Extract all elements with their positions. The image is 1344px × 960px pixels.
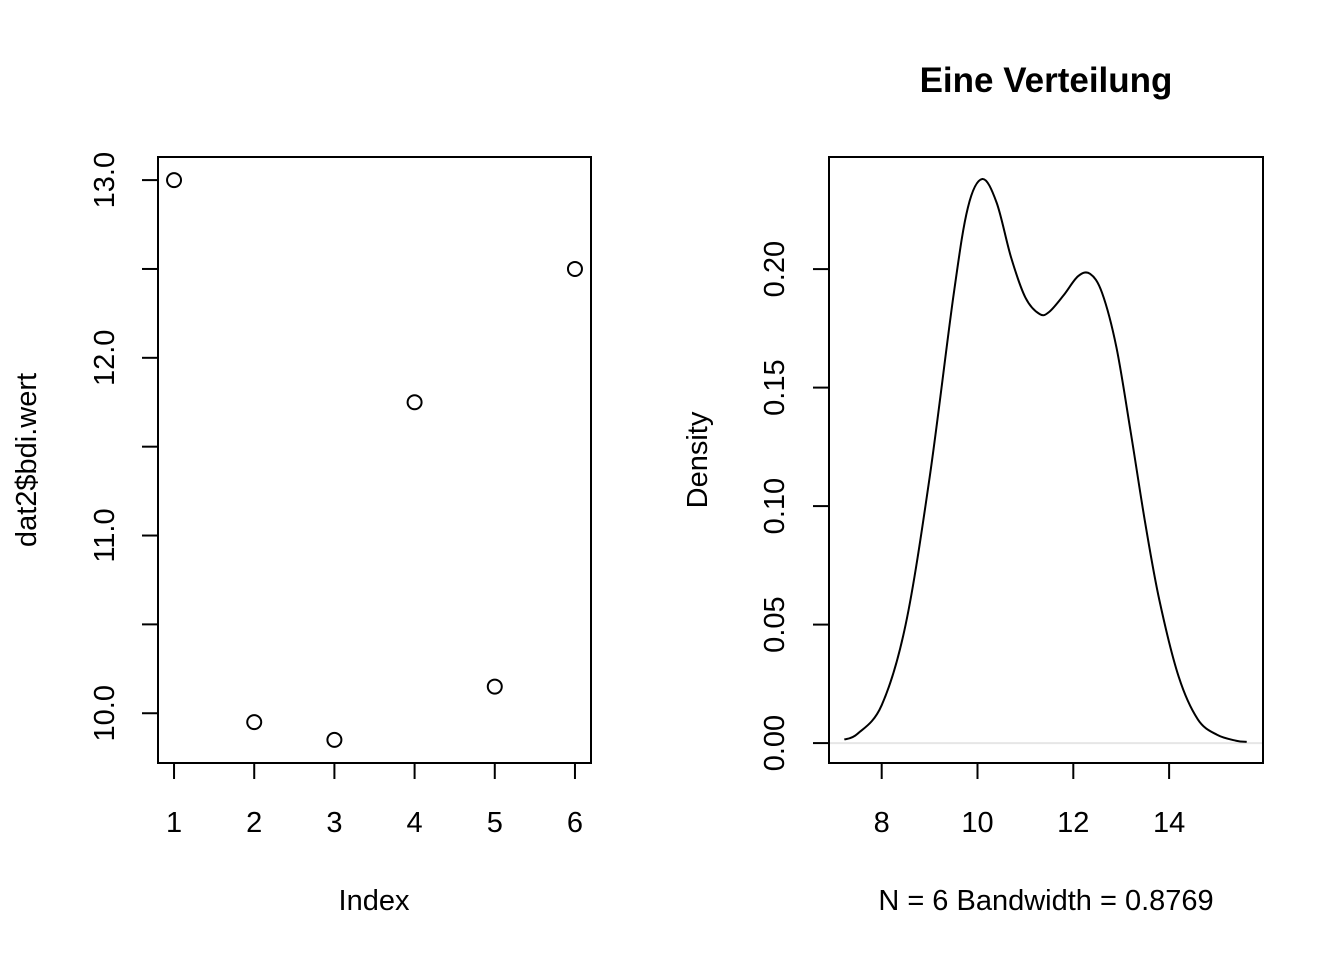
density-panel: Eine Verteilung 8 10 12 14 0.00 0.05 0.10 0.15… xyxy=(682,61,1264,917)
scatter-plot-frame xyxy=(157,156,592,764)
scatter-point xyxy=(166,172,183,189)
density-plot-title: Eine Verteilung xyxy=(920,61,1173,100)
density-x-axis: 8 10 12 14 xyxy=(874,762,1185,839)
density-curve xyxy=(843,178,1247,743)
scatter-point xyxy=(326,731,343,748)
scatter-x-axis: 1 2 3 4 5 6 xyxy=(166,762,583,839)
scatter-y-axis-title: dat2$bdi.wert xyxy=(11,373,43,547)
density-y-tick-label: 0.05 xyxy=(759,596,791,652)
density-y-tick-label: 0.20 xyxy=(759,241,791,297)
scatter-y-tick-label: 13.0 xyxy=(89,152,121,208)
scatter-y-tick-label: 10.0 xyxy=(89,685,121,741)
density-y-tick-label: 0.10 xyxy=(759,478,791,534)
scatter-x-tick-label: 5 xyxy=(487,807,503,839)
scatter-points xyxy=(166,172,583,748)
density-y-axis: 0.00 0.05 0.10 0.15 0.20 xyxy=(759,241,830,771)
scatter-x-tick-label: 1 xyxy=(166,807,182,839)
density-x-tick-label: 8 xyxy=(874,807,890,839)
scatter-x-tick-label: 6 xyxy=(567,807,583,839)
scatter-point xyxy=(566,260,583,277)
density-x-tick-label: 14 xyxy=(1153,807,1185,839)
scatter-point xyxy=(486,678,503,695)
scatter-point xyxy=(406,394,423,411)
scatter-y-axis: 10.0 11.0 12.0 13.0 xyxy=(89,152,159,741)
scatter-x-tick-label: 4 xyxy=(407,807,423,839)
scatter-x-axis-title: Index xyxy=(339,885,410,917)
scatter-x-tick-label: 2 xyxy=(246,807,262,839)
scatter-panel: 1 2 3 4 5 6 10.0 11.0 12.0 13.0 Index dat2$bdi.w… xyxy=(11,152,592,917)
density-y-tick-label: 0.00 xyxy=(759,715,791,771)
density-x-tick-label: 10 xyxy=(961,807,993,839)
scatter-y-tick-label: 12.0 xyxy=(89,330,121,386)
density-y-tick-label: 0.15 xyxy=(759,359,791,415)
scatter-point xyxy=(246,714,263,731)
scatter-x-tick-label: 3 xyxy=(326,807,342,839)
density-x-tick-label: 12 xyxy=(1057,807,1089,839)
density-y-axis-title: Density xyxy=(682,411,714,508)
density-x-axis-title: N = 6 Bandwidth = 0.8769 xyxy=(878,885,1213,917)
scatter-y-tick-label: 11.0 xyxy=(89,508,121,562)
